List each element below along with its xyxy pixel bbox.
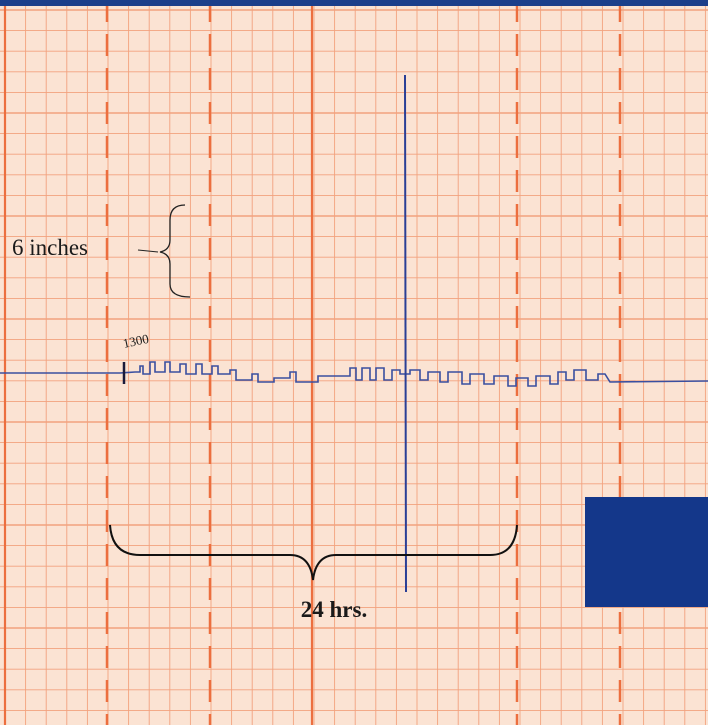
chart-paper: 1300 6 inches 24 hrs.: [0, 0, 708, 725]
marker-line: [405, 75, 406, 592]
height-label: 6 inches: [12, 235, 88, 260]
blue-block: [585, 497, 708, 607]
duration-label: 24 hrs.: [301, 597, 367, 622]
top-strip: [0, 0, 708, 6]
